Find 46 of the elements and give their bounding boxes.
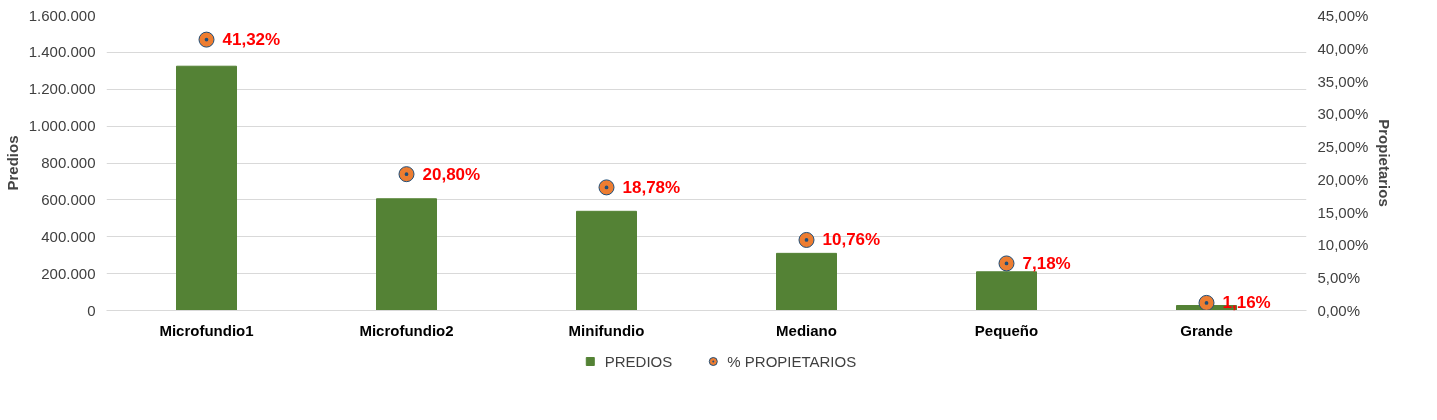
x-tick-label: Microfundio2 xyxy=(359,321,454,339)
bar xyxy=(176,65,237,311)
legend-label: PREDIOS xyxy=(604,352,673,370)
y-axis-title: Predios xyxy=(3,135,21,191)
y2-axis-title: Propietarios xyxy=(1376,119,1394,207)
point xyxy=(998,255,1015,272)
y-tick-label: 400.000 xyxy=(41,227,96,245)
y2-tick-label: 30,00% xyxy=(1317,105,1369,123)
data-label: 10,76% xyxy=(822,230,881,250)
y2-tick-label: 40,00% xyxy=(1317,39,1369,57)
y2-tick-label: 35,00% xyxy=(1317,72,1369,90)
y2-tick-label: 10,00% xyxy=(1317,236,1369,254)
x-tick-label: Pequeño xyxy=(974,321,1039,339)
legend-label: % PROPIETARIOS xyxy=(727,352,857,370)
y2-tick-label: 45,00% xyxy=(1317,7,1369,24)
point xyxy=(1198,294,1215,311)
x-tick-label: Minifundio xyxy=(568,321,645,339)
y2-tick-label: 15,00% xyxy=(1317,203,1369,221)
y2-tick-label: 20,00% xyxy=(1317,170,1369,188)
data-label: 41,32% xyxy=(222,30,281,50)
bar xyxy=(376,198,437,311)
y-tick-label: 0 xyxy=(87,301,96,319)
data-label: 18,78% xyxy=(622,177,681,197)
point xyxy=(398,166,415,183)
x-tick-label: Mediano xyxy=(776,321,837,339)
point xyxy=(598,179,615,196)
x-tick-label: Grande xyxy=(1180,321,1233,339)
y-tick-label: 1.400.000 xyxy=(28,43,96,61)
y2-tick-label: 5,00% xyxy=(1317,269,1361,287)
point xyxy=(198,31,215,48)
data-label: 7,18% xyxy=(1022,253,1071,273)
y-tick-label: 1.200.000 xyxy=(28,80,96,98)
data-label: 20,80% xyxy=(422,164,481,184)
bar xyxy=(776,252,837,311)
y-tick-label: 600.000 xyxy=(41,190,96,208)
y-tick-label: 800.000 xyxy=(41,154,96,171)
y2-tick-label: 0,00% xyxy=(1317,302,1361,319)
x-tick-label: Microfundio1 xyxy=(159,321,254,339)
y-tick-label: 1.000.000 xyxy=(28,117,96,135)
y-tick-label: 200.000 xyxy=(41,264,96,282)
point xyxy=(798,231,815,248)
bar xyxy=(976,271,1037,311)
data-label: 1,16% xyxy=(1222,293,1271,313)
y-tick-label: 1.600.000 xyxy=(28,6,96,24)
bar xyxy=(576,210,637,311)
y2-tick-label: 25,00% xyxy=(1317,138,1369,156)
